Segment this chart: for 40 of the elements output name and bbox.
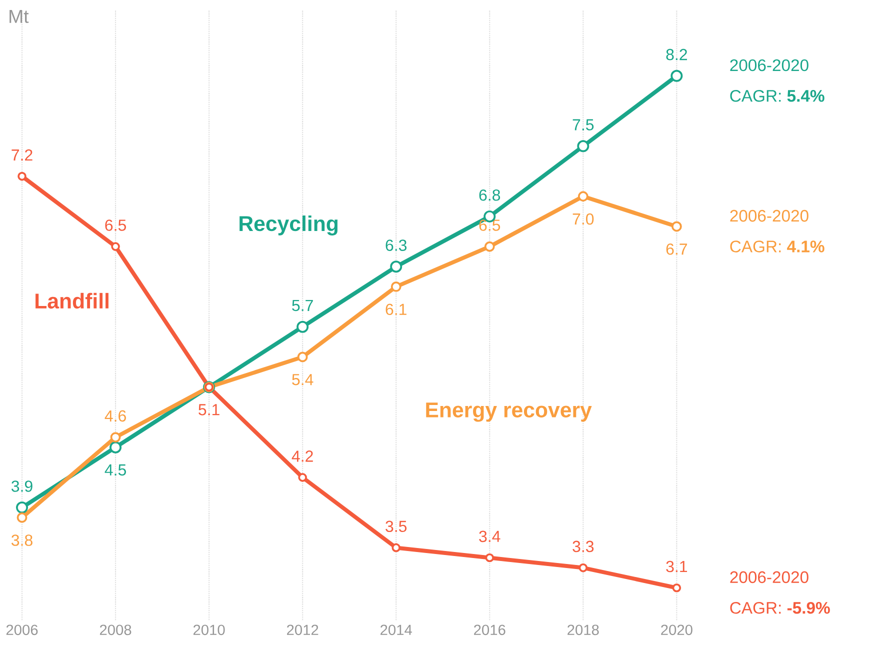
data-label: 7.2	[12, 149, 32, 161]
data-label: 4.5	[104, 464, 126, 476]
data-label: 5.4	[292, 374, 314, 386]
text: CAGR: 4.1%	[730, 240, 824, 252]
data-label: 8.2	[666, 48, 687, 60]
text: CAGR: -5.9%	[730, 602, 830, 614]
data-label: 7.0	[572, 213, 594, 225]
data-label: 3.9	[11, 480, 32, 492]
data-label: 4.2	[292, 450, 313, 462]
x-tick-label: 2020	[661, 624, 692, 636]
x-tick-label: 2006	[6, 624, 38, 636]
text: 2006-2020	[730, 59, 808, 72]
text: Recycling	[240, 215, 338, 236]
data-label: 3.1	[666, 560, 688, 572]
data-label: 3.3	[572, 540, 594, 552]
data-label: 3.5	[386, 520, 407, 532]
data-label: 5.1	[198, 404, 220, 416]
data-label: 3.4	[479, 530, 500, 542]
x-tick-label: 2010	[193, 624, 225, 636]
text: CAGR: 5.4%	[730, 90, 824, 102]
data-label: 6.5	[479, 220, 500, 231]
data-label: 6.5	[105, 220, 126, 231]
x-tick-label: 2008	[100, 624, 132, 636]
data-label: 6.1	[386, 304, 406, 316]
y-axis-title: Mt	[10, 10, 29, 24]
x-tick-label: 2012	[286, 624, 318, 636]
data-label: 5.7	[292, 300, 313, 312]
data-label: 4.6	[104, 410, 126, 422]
data-label: 6.3	[386, 240, 407, 251]
x-tick-label: 2018	[568, 624, 599, 636]
text: 2006-2020	[730, 571, 808, 584]
series-label: Landfill	[36, 292, 108, 309]
data-label: 6.7	[666, 243, 687, 255]
data-label: 6.8	[479, 189, 500, 201]
data-label: 3.8	[11, 534, 32, 546]
text: 2006-2020	[730, 210, 808, 222]
text: Energy recovery	[426, 402, 592, 422]
data-label: 7.5	[572, 119, 594, 130]
x-tick-label: 2014	[380, 624, 412, 636]
x-tick-label: 2016	[474, 624, 506, 636]
